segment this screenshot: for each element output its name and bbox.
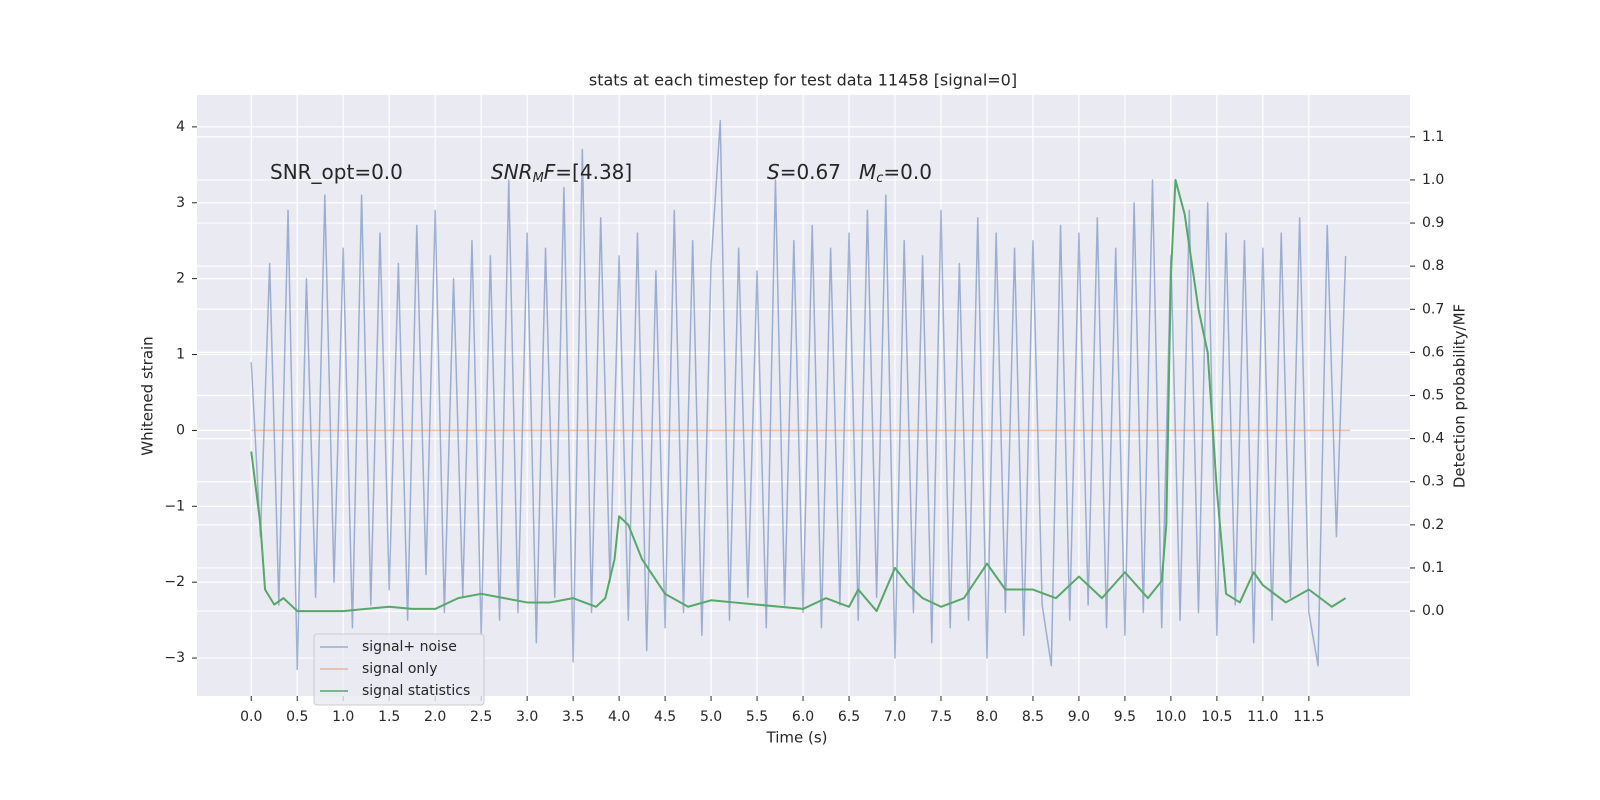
annotation-text: F [544,160,556,184]
legend: signal+ noise signal only signal statistic… [313,633,485,706]
annotation-text: =[4.38] [555,160,632,184]
x-tick-label: 9.0 [1068,709,1090,725]
y-tick-label: −1 [164,498,185,514]
annotation: Mc=0.0 [859,160,932,186]
x-tick-label: 3.0 [516,709,538,725]
x-tick-label: 4.5 [654,709,676,725]
x-tick-label: 11.0 [1247,709,1278,725]
y-tick-label: 0 [176,422,185,438]
x-tick-label: 2.5 [470,709,492,725]
marks [250,120,1351,671]
y-tick-label: −3 [164,650,185,666]
y2-tick-label: 1.1 [1422,129,1444,145]
x-tick-label: 5.5 [746,709,768,725]
x-tick-label: 2.0 [424,709,446,725]
y-tick-label: 1 [176,347,185,363]
legend-box [313,633,485,706]
annotation-text: c [876,171,883,186]
x-tick-label: 7.0 [884,709,906,725]
x-tick-label: 3.5 [562,709,584,725]
x-tick-label: 10.5 [1201,709,1232,725]
line-series [250,178,1347,613]
annotation-text: S [767,160,780,184]
y2-tick-label: 1.0 [1422,172,1444,188]
y-tick-label: 2 [176,271,185,287]
annotation: SNRMF=[4.38] [491,160,632,186]
x-tick-label: 9.5 [1114,709,1136,725]
annotation: SNR_opt=0.0 [270,160,403,184]
annotation-text: M [533,171,544,186]
x-tick-label: 0.0 [240,709,262,725]
y2-tick-label: 0.5 [1422,388,1444,404]
legend-label: signal+ noise [362,639,457,655]
x-tick-label: 10.0 [1155,709,1186,725]
y2-tick-label: 0.6 [1422,344,1444,360]
annotation-text: =0.67 [780,160,841,184]
y2-tick-label: 0.9 [1422,215,1444,231]
x-tick-label: 8.5 [1022,709,1044,725]
x-tick-label: 1.5 [378,709,400,725]
annotation-text: =0.0 [883,160,932,184]
axes: 0.0 0.5 1.0 1.5 2.0 2.5 3.0 3.5 4.0 4.5 5.0 5.5 6.0 6… [164,119,1444,725]
x-tick-label: 6.5 [838,709,860,725]
chart-title: stats at each timestep for test data 114… [589,71,1017,90]
y2-tick-label: 0.4 [1422,431,1444,447]
annotation-text: M [859,160,876,184]
y2-tick-label: 0.0 [1422,603,1444,619]
y-tick-label: 4 [176,119,185,135]
annotation-text: SNR [491,160,533,184]
y-tick-label: −2 [164,574,185,590]
x-tick-label: 6.0 [792,709,814,725]
x-tick-label: 7.5 [930,709,952,725]
y2-tick-label: 0.3 [1422,474,1444,490]
x-tick-label: 1.0 [332,709,354,725]
x-tick-label: 8.0 [976,709,998,725]
annotation: S=0.67 [767,160,841,184]
x-tick-label: 11.5 [1293,709,1324,725]
legend-label: signal statistics [362,683,470,699]
x-tick-label: 5.0 [700,709,722,725]
x-axis-label: Time (s) [766,729,828,747]
y2-tick-label: 0.2 [1422,517,1444,533]
legend-label: signal only [362,661,437,677]
y2-tick-label: 0.8 [1422,258,1444,274]
y-tick-label: 3 [176,195,185,211]
y2-tick-label: 0.1 [1422,560,1444,576]
y-axis-label: Whitened strain [139,336,157,455]
x-tick-label: 0.5 [286,709,308,725]
y2-axis-label: Detection probability/MF [1451,304,1469,488]
y2-tick-label: 0.7 [1422,301,1444,317]
annotation-text: SNR_opt=0.0 [270,160,403,184]
x-tick-label: 4.0 [608,709,630,725]
